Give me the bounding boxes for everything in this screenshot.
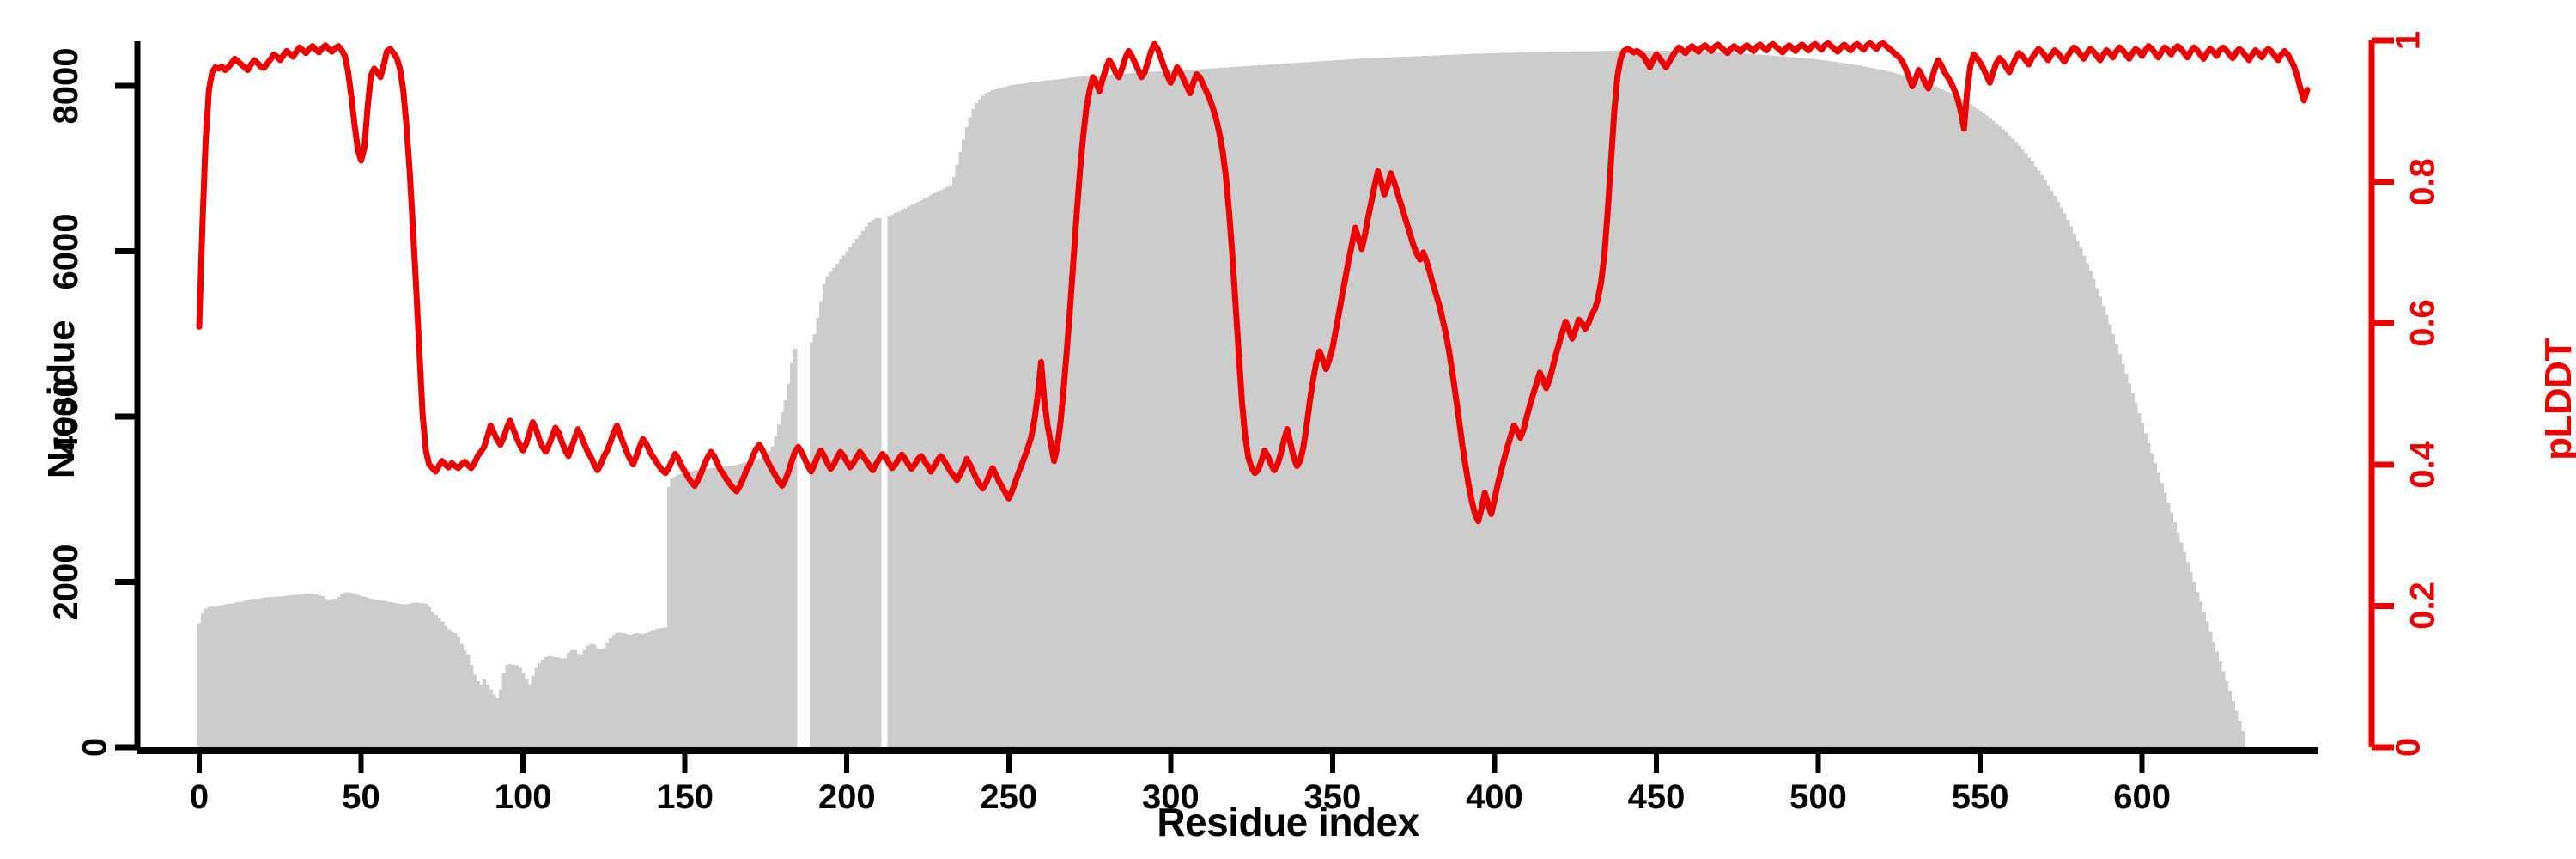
x-tick-label: 600: [2113, 778, 2172, 816]
y-tick-label-right: 0: [2389, 737, 2427, 758]
y-tick-label-left: 6000: [47, 213, 86, 289]
x-tick-label: 350: [1303, 778, 1362, 816]
y-tick-label-left: 8000: [47, 47, 86, 125]
y-tick-label-left: 2000: [47, 544, 86, 620]
y-tick-label-right: 0.2: [2403, 582, 2442, 631]
x-axis-title: Residue index: [1157, 800, 1419, 844]
x-tick-label: 150: [656, 778, 714, 816]
x-tick-label: 400: [1466, 778, 1523, 816]
y-tick-label-right: 0.4: [2403, 440, 2442, 489]
x-tick-label: 500: [1789, 778, 1847, 816]
x-tick-label: 200: [817, 778, 876, 816]
x-tick-label: 0: [189, 778, 210, 816]
y-tick-label-left: 0: [76, 737, 114, 758]
y-tick-label-right: 0.6: [2403, 299, 2442, 347]
y-axis-title-left: Nresidue: [40, 320, 82, 479]
x-tick-label: 450: [1627, 778, 1686, 816]
y-tick-label-right: 0.8: [2403, 157, 2442, 206]
y-tick-label-right: 1: [2389, 30, 2427, 51]
x-tick-label: 50: [342, 778, 380, 816]
x-tick-label: 250: [980, 778, 1038, 816]
x-tick-label: 550: [1951, 778, 2009, 816]
plddt-line: [196, 40, 2311, 525]
nresidue-bars: [197, 51, 2245, 748]
x-tick-label: 100: [494, 778, 552, 816]
y-axis-title-right: pLDDT: [2537, 338, 2576, 460]
x-tick-label: 300: [1141, 778, 1200, 816]
